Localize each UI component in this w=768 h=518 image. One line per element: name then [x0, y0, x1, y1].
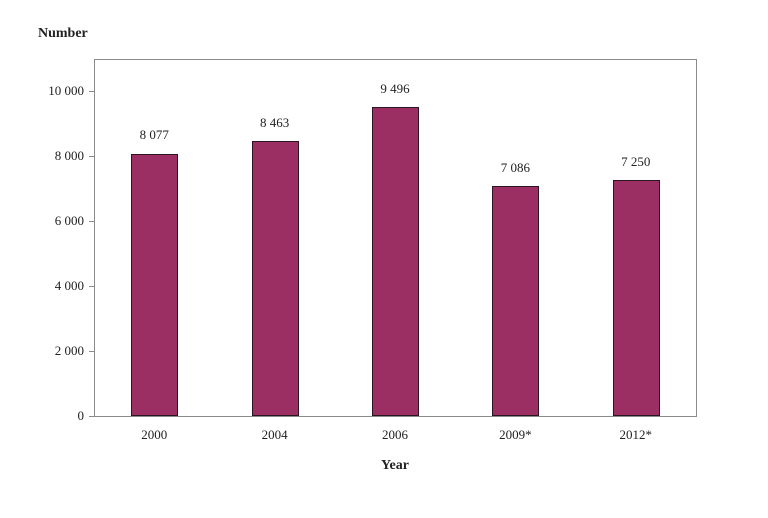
- x-tick-label: 2004: [261, 427, 288, 442]
- x-axis-title: Year: [381, 458, 409, 473]
- y-tick-label: 4 000: [54, 278, 84, 293]
- plot-area: [94, 59, 697, 417]
- y-tick-mark: [89, 351, 94, 352]
- bar-2006: [372, 107, 419, 416]
- x-tick-label: 2006: [382, 427, 408, 442]
- y-tick-label: 0: [77, 408, 85, 423]
- x-tick-label: 2012*: [619, 427, 653, 442]
- bar-2012: [612, 180, 660, 416]
- y-tick-mark: [89, 156, 94, 157]
- y-tick-label: 2 000: [54, 343, 84, 358]
- bar-value-label: 7 250: [621, 154, 651, 170]
- y-tick-mark: [89, 416, 94, 417]
- bar-value-label: 8 077: [139, 127, 169, 143]
- y-tick-mark: [89, 91, 94, 92]
- y-tick-label: 8 000: [54, 148, 84, 163]
- y-tick-mark: [89, 221, 94, 222]
- y-axis-title: Number: [38, 26, 88, 41]
- bar-2009: [492, 185, 540, 416]
- bar-2004: [251, 140, 299, 416]
- y-tick-label: 6 000: [54, 213, 84, 228]
- bar-value-label: 8 463: [259, 114, 290, 130]
- x-tick-label: 2000: [141, 427, 168, 442]
- y-tick-mark: [89, 286, 94, 287]
- bar-2000: [131, 153, 179, 416]
- y-tick-label: 10 000: [48, 83, 84, 98]
- bar-value-label: 9 496: [380, 81, 410, 97]
- bar-value-label: 7 086: [500, 159, 531, 175]
- x-tick-label: 2009*: [499, 427, 532, 442]
